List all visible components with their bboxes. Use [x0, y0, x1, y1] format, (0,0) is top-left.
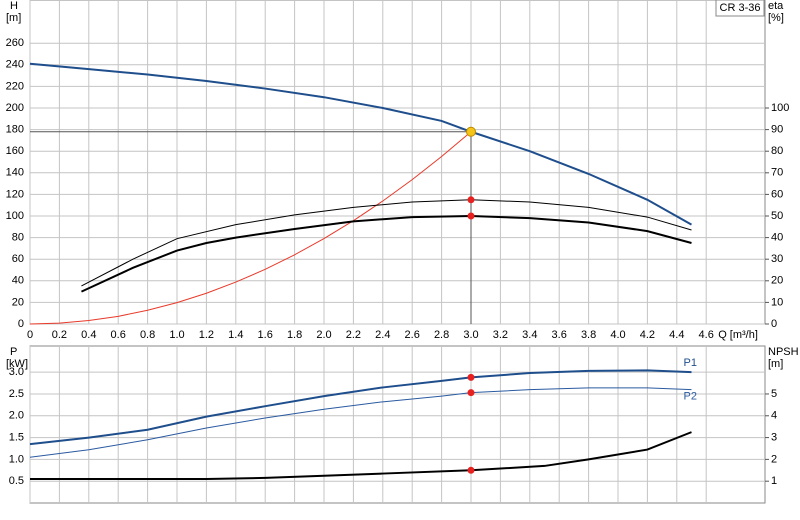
x-tick-label: 1.4 — [228, 329, 243, 341]
plot-area — [29, 0, 766, 325]
duty-point — [466, 126, 476, 137]
x-tick-label: 4.6 — [699, 329, 714, 341]
x-tick-label: 2.8 — [434, 329, 449, 341]
y-tick-label: 200 — [6, 102, 24, 114]
x-tick-label: 0.2 — [52, 329, 67, 341]
y2-tick-label: 30 — [771, 253, 783, 265]
y-tick-label: 140 — [6, 167, 24, 179]
y2-tick-label: 40 — [771, 232, 783, 244]
y-tick-label: 220 — [6, 80, 24, 92]
curve — [81, 214, 692, 293]
y-tick-label: 240 — [6, 59, 24, 71]
y-axis-unit: [m] — [6, 12, 21, 24]
y-tick-label: 100 — [6, 210, 24, 222]
x-tick-label: 3.0 — [463, 329, 478, 341]
curve — [29, 369, 692, 446]
x-tick-label: 3.6 — [552, 329, 567, 341]
y2-tick-label: 1 — [771, 475, 777, 487]
x-tick-label: 1.2 — [199, 329, 214, 341]
y-tick-label: 260 — [6, 37, 24, 49]
x-tick-label: 1.8 — [287, 329, 302, 341]
y2-tick-label: 10 — [771, 296, 783, 308]
operating-point — [467, 196, 475, 204]
model-label: CR 3-36 — [720, 2, 761, 14]
curve-label: P1 — [684, 357, 697, 369]
y-tick-label: 60 — [12, 253, 24, 265]
y2-axis-unit: [m] — [768, 358, 783, 370]
x-tick-label: 3.2 — [493, 329, 508, 341]
x-tick-label: 2.2 — [346, 329, 361, 341]
operating-point — [467, 466, 475, 474]
x-tick-label: 0 — [27, 329, 33, 341]
curve — [30, 431, 692, 481]
y-axis-label: H — [10, 0, 18, 12]
y-tick-label: 2.5 — [9, 388, 24, 400]
curve — [29, 62, 692, 226]
y-tick-label: 20 — [12, 296, 24, 308]
y-tick-label: 3.0 — [9, 366, 24, 378]
y-tick-label: 180 — [6, 124, 24, 136]
y-tick-label: 1.0 — [9, 453, 24, 465]
x-tick-label: 1.6 — [258, 329, 273, 341]
y2-tick-label: 2 — [771, 453, 777, 465]
y-tick-label: 80 — [12, 232, 24, 244]
x-tick-label: 1.0 — [169, 329, 184, 341]
x-tick-label: 3.4 — [522, 329, 537, 341]
y2-axis-label: eta — [768, 0, 784, 12]
y2-tick-label: 20 — [771, 275, 783, 287]
x-tick-label: 2.4 — [375, 329, 390, 341]
y2-tick-label: 70 — [771, 167, 783, 179]
x-axis-label: Q [m³/h] — [718, 329, 758, 341]
y2-tick-label: 50 — [771, 210, 783, 222]
y-axis-unit: [kW] — [6, 358, 28, 370]
operating-point — [467, 212, 475, 220]
x-tick-label: 3.8 — [581, 329, 596, 341]
x-tick-label: 0.6 — [111, 329, 126, 341]
curve — [29, 131, 472, 325]
y2-tick-label: 100 — [771, 102, 789, 114]
curve — [81, 199, 692, 287]
y2-tick-label: 5 — [771, 388, 777, 400]
y-tick-label: 0 — [18, 318, 24, 330]
y-tick-label: 160 — [6, 145, 24, 157]
y2-tick-label: 0 — [771, 318, 777, 330]
x-tick-label: 2.6 — [405, 329, 420, 341]
y-tick-label: 120 — [6, 188, 24, 200]
curve — [29, 387, 692, 458]
x-tick-label: 0.4 — [81, 329, 96, 341]
y2-tick-label: 3 — [771, 431, 777, 443]
y-tick-label: 0.5 — [9, 475, 24, 487]
model-box — [715, 0, 765, 17]
x-tick-label: 0.8 — [140, 329, 155, 341]
y-tick-label: 2.0 — [9, 410, 24, 422]
x-tick-label: 4.0 — [610, 329, 625, 341]
curve-label: P2 — [684, 391, 697, 403]
y2-axis-unit: [%] — [768, 12, 784, 24]
y2-tick-label: 80 — [771, 145, 783, 157]
x-tick-label: 4.2 — [640, 329, 655, 341]
y2-tick-label: 60 — [771, 188, 783, 200]
y2-axis-label: NPSH — [768, 346, 799, 358]
operating-point — [467, 373, 475, 381]
y2-tick-label: 90 — [771, 124, 783, 136]
x-tick-label: 2.0 — [316, 329, 331, 341]
y-tick-label: 1.5 — [9, 431, 24, 443]
y2-tick-label: 4 — [771, 410, 777, 422]
operating-point — [467, 389, 475, 397]
x-tick-label: 4.4 — [669, 329, 684, 341]
y-tick-label: 40 — [12, 275, 24, 287]
y-axis-label: P — [10, 346, 17, 358]
